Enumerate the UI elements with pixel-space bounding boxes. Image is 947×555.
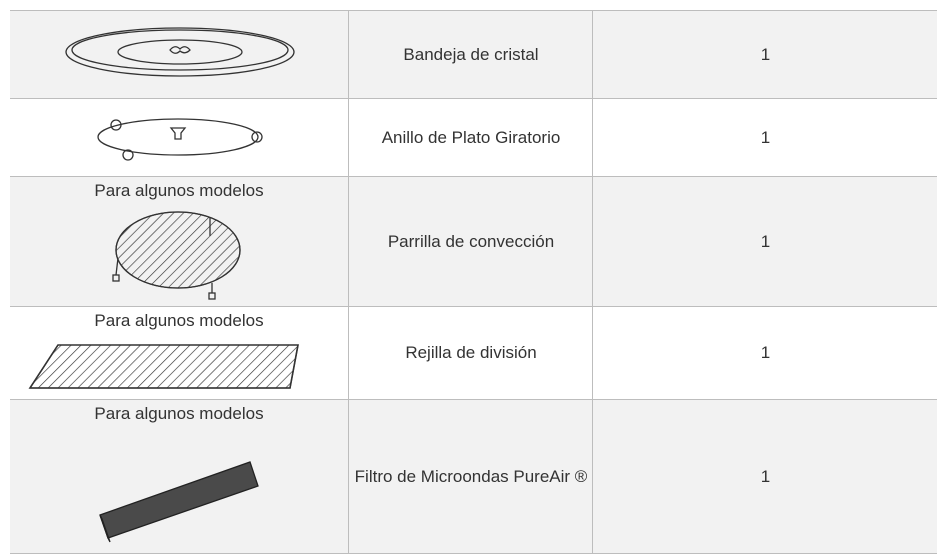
name-cell: Filtro de Microondas PureAir ® — [348, 400, 593, 553]
table-row: Anillo de Plato Giratorio 1 — [10, 99, 937, 177]
air-filter-icon — [99, 461, 259, 543]
name-cell: Anillo de Plato Giratorio — [348, 99, 593, 176]
note-cell: Para algunos modelos — [10, 307, 348, 399]
note: Para algunos modelos — [94, 311, 264, 330]
name-cell: Rejilla de división — [348, 307, 593, 399]
note: Para algunos modelos — [94, 181, 264, 200]
table-row: Bandeja de cristal 1 — [10, 11, 937, 99]
split-rack-icon — [28, 344, 299, 389]
note: Para algunos modelos — [94, 404, 264, 423]
glass-tray-icon — [65, 27, 295, 77]
name-cell: Bandeja de cristal — [348, 11, 593, 98]
table-row: Para algunos modelos Filtro de Microonda… — [10, 400, 937, 554]
convection-rack-icon — [112, 211, 241, 300]
quantity-cell: 1 — [592, 99, 938, 176]
note-cell: Para algunos modelos — [10, 177, 348, 306]
quantity-cell: 1 — [592, 400, 938, 553]
note-cell: Para algunos modelos — [10, 400, 348, 553]
table-row: Para algunos modelos Rejilla de división… — [10, 307, 937, 400]
name-cell: Parrilla de convección — [348, 177, 593, 306]
quantity-cell: 1 — [592, 307, 938, 399]
quantity-cell: 1 — [592, 177, 938, 306]
turntable-ring-icon — [97, 118, 263, 161]
quantity-cell: 1 — [592, 11, 938, 98]
